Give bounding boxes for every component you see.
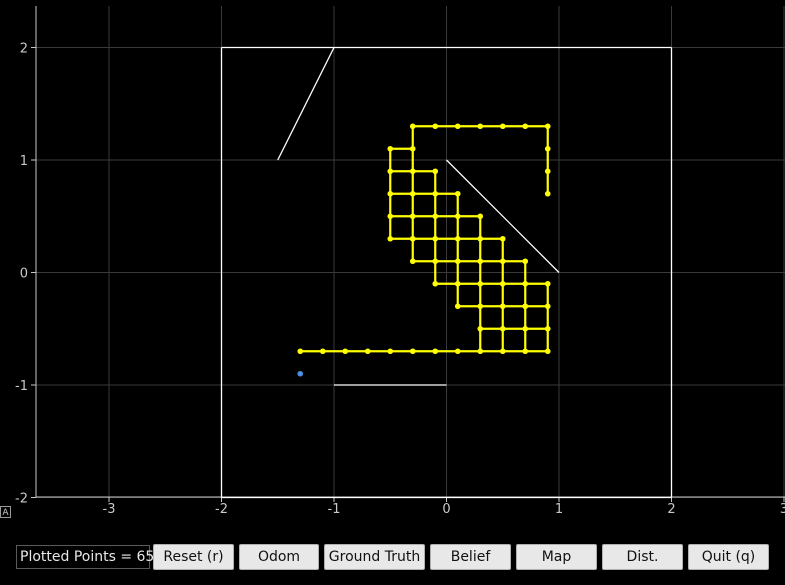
trajectory-point (499, 280, 506, 287)
quit-button[interactable]: Quit (q) (688, 544, 769, 570)
trajectory-point (432, 213, 439, 220)
trajectory-point (499, 325, 506, 332)
y-tick-label: -1 (15, 379, 28, 394)
trajectory-point (522, 258, 529, 265)
x-tick-label: 0 (442, 502, 450, 517)
wall-segment (277, 47, 335, 161)
trajectory-point (387, 213, 394, 220)
trajectory-point (409, 258, 416, 265)
trajectory-point (499, 348, 506, 355)
trajectory-point (409, 190, 416, 197)
trajectory-point (499, 303, 506, 310)
trajectory-point (454, 213, 461, 220)
trajectory-point (477, 123, 484, 130)
trajectory-point (454, 303, 461, 310)
y-tick-label: 1 (20, 154, 28, 169)
trajectory-point (409, 348, 416, 355)
x-tick-label: 3 (780, 502, 785, 517)
trajectory-point (364, 348, 371, 355)
plotted-points-counter: Plotted Points = 65 (16, 545, 154, 569)
trajectory-point (544, 303, 551, 310)
trajectory-point (409, 123, 416, 130)
belief-point (297, 370, 304, 377)
trajectory-point (319, 348, 326, 355)
trajectory-point (477, 213, 484, 220)
trajectory-point (454, 280, 461, 287)
map-walls (220, 46, 673, 499)
x-tick-label: -2 (215, 502, 228, 517)
trajectory-point (409, 213, 416, 220)
trajectory-point (454, 235, 461, 242)
trajectory-point (522, 325, 529, 332)
y-tick-label: 0 (20, 267, 28, 282)
trajectory-point (522, 348, 529, 355)
trajectory-point (477, 325, 484, 332)
trajectory-point (432, 123, 439, 130)
trajectory-point (409, 235, 416, 242)
trajectory-point (387, 190, 394, 197)
trajectory (297, 123, 551, 355)
trajectory-point (432, 168, 439, 175)
plot-canvas[interactable]: -3 -2 -1 0 1 2 3 2 1 0 -1 -2 (0, 0, 785, 538)
trajectory-point (409, 145, 416, 152)
dist-button[interactable]: Dist. (602, 544, 683, 570)
y-tick-label: 2 (20, 42, 28, 57)
trajectory-point (342, 348, 349, 355)
map-button[interactable]: Map (516, 544, 597, 570)
belief-button[interactable]: Belief (430, 544, 511, 570)
ground-truth-button[interactable]: Ground Truth (324, 544, 425, 570)
trajectory-point (387, 168, 394, 175)
trajectory-point (477, 235, 484, 242)
trajectory-point (477, 303, 484, 310)
trajectory-point (387, 348, 394, 355)
x-tick-label: 1 (555, 502, 563, 517)
tick-labels: -3 -2 -1 0 1 2 3 2 1 0 -1 -2 (15, 42, 785, 518)
x-tick-label: -3 (103, 502, 116, 517)
trajectory-point (477, 280, 484, 287)
trajectory-point (499, 123, 506, 130)
y-tick-label: -2 (15, 492, 28, 507)
trajectory-point (432, 258, 439, 265)
grid-lines (36, 6, 785, 498)
trajectory-point (387, 145, 394, 152)
belief-points (297, 370, 304, 377)
trajectory-point (544, 145, 551, 152)
trajectory-point (522, 123, 529, 130)
trajectory-point (544, 123, 551, 130)
trajectory-point (477, 258, 484, 265)
trajectory-point (454, 190, 461, 197)
trajectory-point (454, 348, 461, 355)
x-tick-label: -1 (328, 502, 341, 517)
trajectory-point (522, 303, 529, 310)
trajectory-point (387, 235, 394, 242)
trajectory-point (544, 190, 551, 197)
reset-button[interactable]: Reset (r) (153, 544, 234, 570)
trajectory-point (297, 348, 304, 355)
trajectory-point (499, 258, 506, 265)
trajectory-point (544, 348, 551, 355)
trajectory-point (499, 235, 506, 242)
trajectory-point (544, 168, 551, 175)
trajectory-point (432, 235, 439, 242)
odom-button[interactable]: Odom (239, 544, 319, 570)
trajectory-point (544, 280, 551, 287)
trajectory-point (409, 168, 416, 175)
trajectory-point (522, 280, 529, 287)
trajectory-point (477, 348, 484, 355)
trajectory-point (454, 123, 461, 130)
trajectory-point (432, 348, 439, 355)
trajectory-point (454, 258, 461, 265)
trajectory-point (432, 280, 439, 287)
x-tick-label: 2 (667, 502, 675, 517)
wall-segment (446, 159, 560, 273)
trajectory-point (432, 190, 439, 197)
autoscale-button[interactable]: A (0, 506, 11, 518)
trajectory-point (544, 325, 551, 332)
